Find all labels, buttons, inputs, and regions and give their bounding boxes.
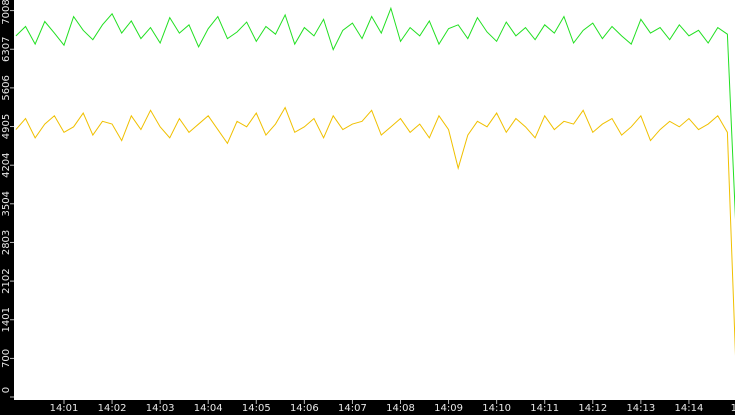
x-tick-label: 14:02	[98, 403, 127, 414]
series-line	[15, 106, 735, 356]
plot-area	[14, 0, 735, 400]
x-tick-label: 14:09	[434, 403, 463, 414]
y-tick-label: 3504	[1, 191, 12, 216]
x-tick-label: 14:03	[146, 403, 175, 414]
y-tick-label: 5606	[1, 75, 12, 100]
y-tick-label: 4905	[1, 114, 12, 139]
y-tick-label: 6307	[1, 37, 12, 62]
x-tick-label: 14:10	[482, 403, 511, 414]
y-tick-label: 0	[1, 387, 12, 393]
y-tick-label: 7008	[1, 0, 12, 25]
x-tick-label: 14:01	[50, 403, 79, 414]
x-tick-label: 14	[731, 403, 735, 414]
y-tick-label: 1401	[1, 307, 12, 332]
x-tick-label: 14:04	[194, 403, 223, 414]
y-tick-label: 2102	[1, 268, 12, 293]
x-tick-label: 14:07	[338, 403, 367, 414]
y-tick-label: 700	[1, 349, 12, 368]
x-tick-label: 14:08	[386, 403, 415, 414]
x-tick-label: 14:12	[578, 403, 607, 414]
y-tick-label: 4204	[1, 152, 12, 177]
x-tick-label: 14:05	[242, 403, 271, 414]
x-tick-label: 14:06	[290, 403, 319, 414]
x-tick-label: 14:11	[530, 403, 559, 414]
x-tick-label: 14:14	[675, 403, 704, 414]
y-tick-label: 2803	[1, 230, 12, 255]
x-tick-label: 14:13	[626, 403, 655, 414]
series-line	[15, 6, 735, 220]
